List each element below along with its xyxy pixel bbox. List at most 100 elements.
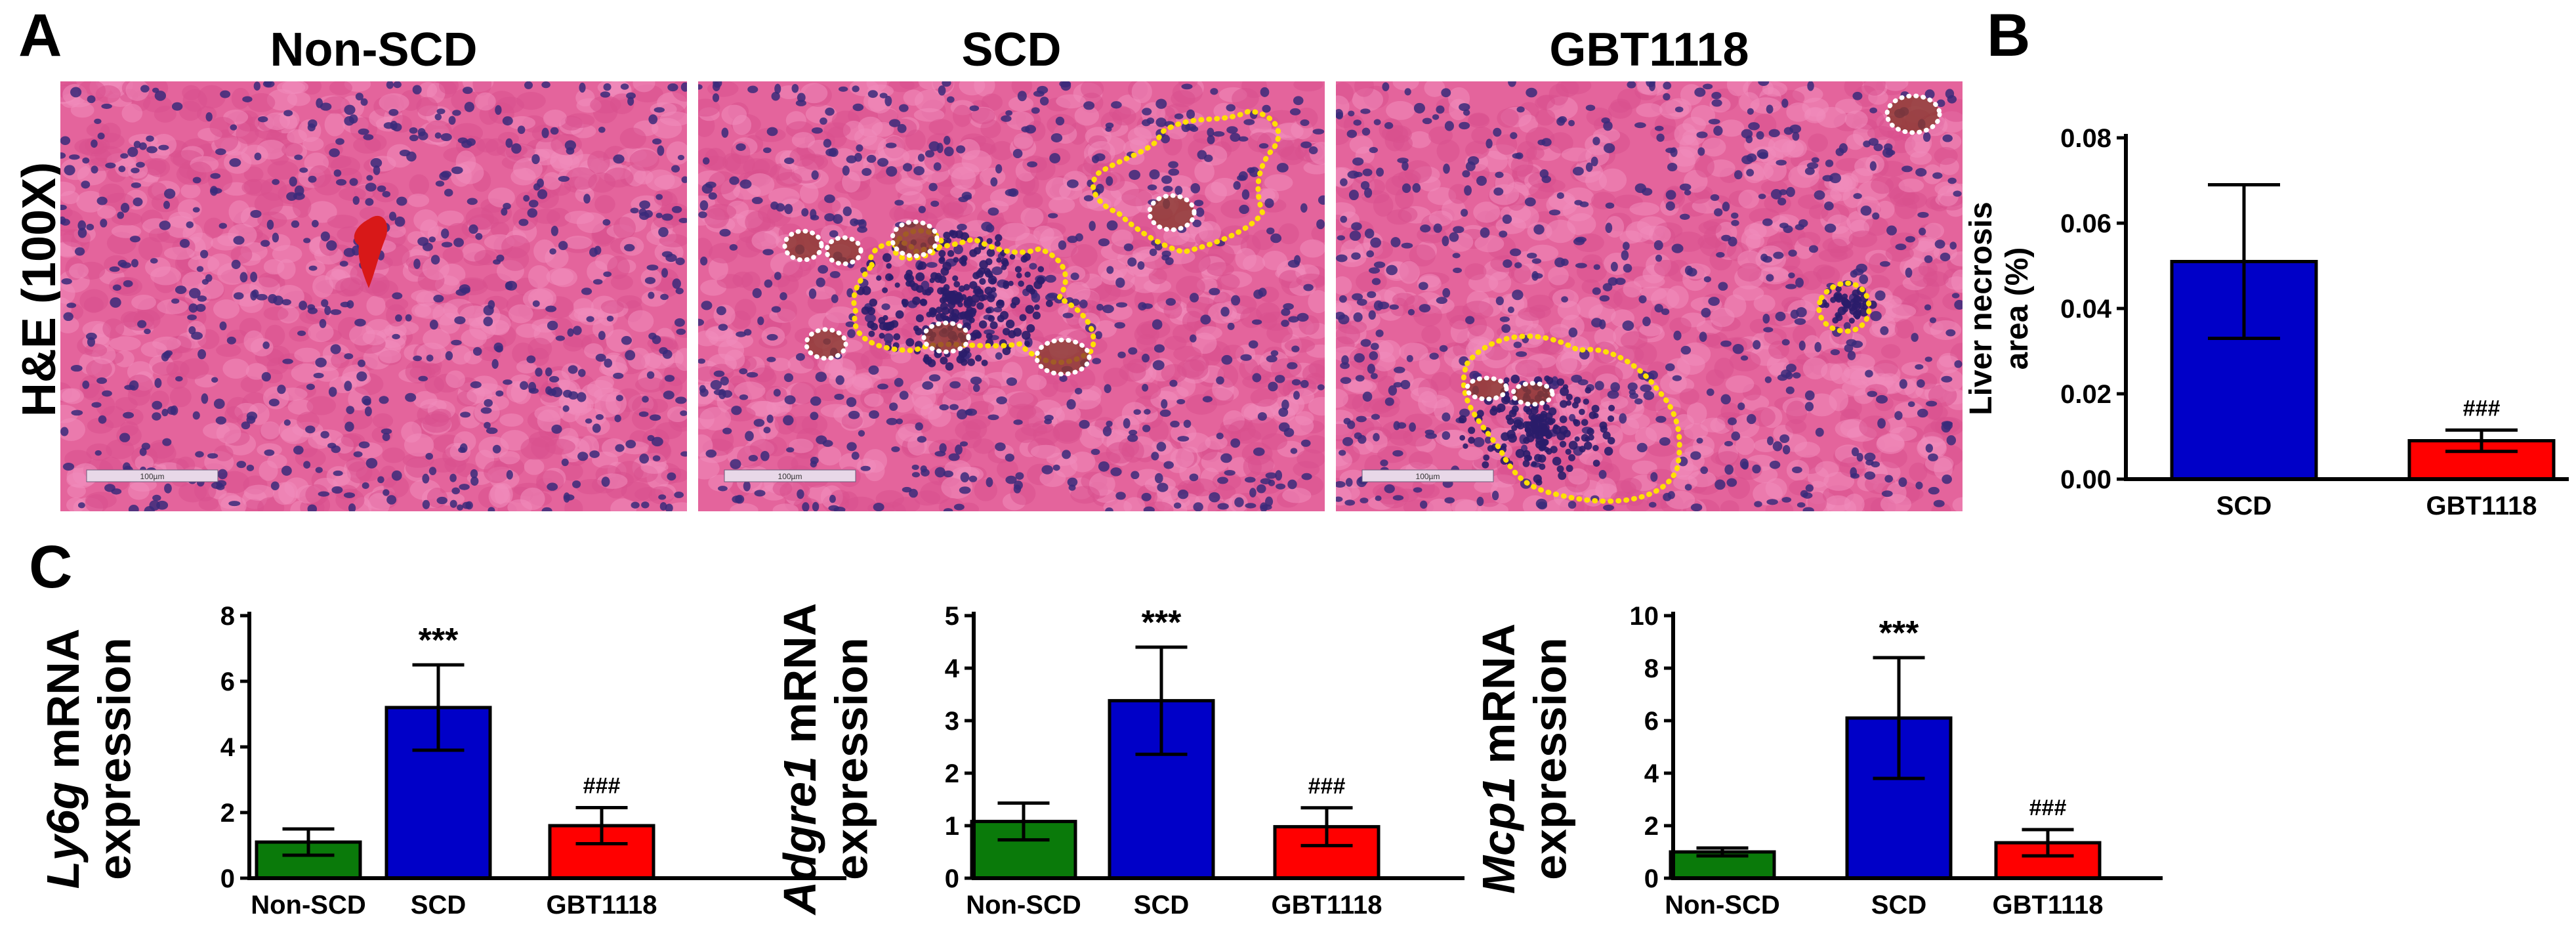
vessel-lumen [785,231,821,260]
y-tick-label: 6 [220,667,235,696]
y-axis-label: Adgre1 mRNAexpression [774,603,877,916]
significance-annotation: *** [1879,614,1919,652]
y-tick-label: 0 [220,864,235,893]
y-tick-label: 4 [945,654,960,683]
y-axis-label-suffix: mRNA [1473,624,1524,776]
y-tick-label: 10 [1630,602,1659,631]
x-tick-label: Non-SCD [966,891,1081,920]
micrograph-non-scd: 100µm [60,81,687,511]
x-tick-label: SCD [411,891,466,920]
vessel-outline [1034,337,1092,377]
scale-bar-label: 100µm [778,472,802,481]
y-tick-label: 5 [945,602,959,631]
blood-vessel [354,215,388,288]
vessel-lumen [1150,196,1194,230]
necrosis-outline [851,236,1096,366]
x-tick-label: GBT1118 [546,891,657,920]
y-axis-label-gene: Adgre1 [774,756,825,916]
chart-c2: Non-SCD *** SCD ### GBT1118 0 1 2 3 4 5 Adgre1 mRNA… [774,602,1465,920]
y-axis-label-gene: Ly6g [37,782,89,889]
y-tick-label: 0.02 [2060,380,2111,409]
necrosis-outline [1816,280,1872,334]
panel-letter-a: A [18,2,62,69]
y-axis-label-gene: Mcp1 [1473,776,1524,894]
y-axis-label-suffix: mRNA [37,629,89,782]
vessel-lumen [827,238,861,264]
y-tick-label: 4 [220,733,236,762]
y-tick-label: 0.00 [2060,465,2111,494]
x-tick-label: SCD [1871,891,1926,920]
x-tick-label: GBT1118 [1992,891,2103,920]
y-tick-label: 0.06 [2060,209,2111,238]
x-tick-label: SCD [2216,492,2272,520]
cell-texture [698,81,1325,511]
micrograph-scd: 100µm [698,81,1325,511]
vessel-outline [782,228,824,263]
y-tick-label: 0.08 [2060,124,2111,153]
chart-b: SCD ### GBT1118 0.00 0.02 0.04 0.06 0.08 Liver n… [1964,124,2569,520]
y-axis-label: Liver necrosisarea (%) [1964,201,2035,415]
vessel-outline [1147,193,1197,232]
x-tick-label: GBT1118 [1271,891,1382,920]
x-tick-label: SCD [1134,891,1189,920]
significance-annotation: *** [419,622,459,660]
y-tick-label: 8 [220,602,235,631]
vessel-lumen [892,222,937,256]
y-tick-label: 2 [220,799,235,828]
y-axis-label-line: area (%) [2000,247,2035,370]
y-tick-label: 1 [945,812,959,841]
vessel-lumen [1037,340,1089,374]
y-axis-label-line: Liver necrosis [1964,201,1999,415]
vessel-lumen [806,329,846,358]
scale-bar-label: 100µm [140,472,165,481]
scale-bar-label: 100µm [1416,472,1440,481]
vessel-lumen [1513,383,1552,404]
vessel-outline [890,219,940,259]
vessel-outline [1884,93,1942,135]
y-axis-label-suffix: mRNA [774,603,825,756]
cell-texture [1336,81,1963,511]
vessel-lumen [1887,96,1940,133]
vessel-outline [921,320,971,354]
vessel-outline [824,235,863,266]
vessel-lumen [1467,378,1506,399]
y-tick-label: 0.04 [2060,295,2112,324]
vessel-lumen [924,323,968,352]
panel-letter-b: B [1987,2,2031,69]
micrograph-title-non-scd: Non-SCD [270,24,478,76]
y-axis-label-line2: expression [1524,637,1575,880]
micrograph-title-scd: SCD [961,24,1062,76]
y-axis-label-line2: expression [825,637,877,880]
y-axis-label: Ly6g mRNAexpression [37,629,140,889]
x-tick-label: Non-SCD [1665,891,1780,920]
scale-bar [86,469,218,482]
scale-bar [1361,469,1494,482]
significance-annotation: ### [583,774,621,799]
significance-annotation: ### [1308,774,1346,799]
y-axis-label: Mcp1 mRNAexpression [1473,624,1575,894]
y-tick-label: 8 [1644,654,1659,683]
micrograph-title-gbt1118: GBT1118 [1549,24,1749,76]
cell-texture [60,81,687,511]
y-axis-label-line2: expression [89,637,140,880]
vessel-outline [1510,381,1555,407]
vessel-outline [1465,375,1509,402]
vessel-outline [804,327,848,361]
y-tick-label: 0 [1644,864,1659,893]
x-tick-label: GBT1118 [2426,492,2537,520]
y-tick-label: 4 [1644,759,1659,788]
necrosis-outline [1461,333,1682,504]
y-tick-label: 2 [945,759,959,788]
scale-bar [724,469,856,482]
chart-c3: Non-SCD *** SCD ### GBT1118 0 2 4 6 8 10 Mcp1 mRNAe… [1473,602,2163,920]
y-tick-label: 2 [1644,812,1659,841]
necrosis-outline [1091,108,1281,255]
y-tick-label: 0 [945,864,959,893]
significance-annotation: ### [2463,396,2501,421]
significance-annotation: *** [1142,604,1182,642]
y-tick-label: 3 [945,707,959,736]
panel-letter-c: C [29,534,73,601]
significance-annotation: ### [2029,795,2067,820]
